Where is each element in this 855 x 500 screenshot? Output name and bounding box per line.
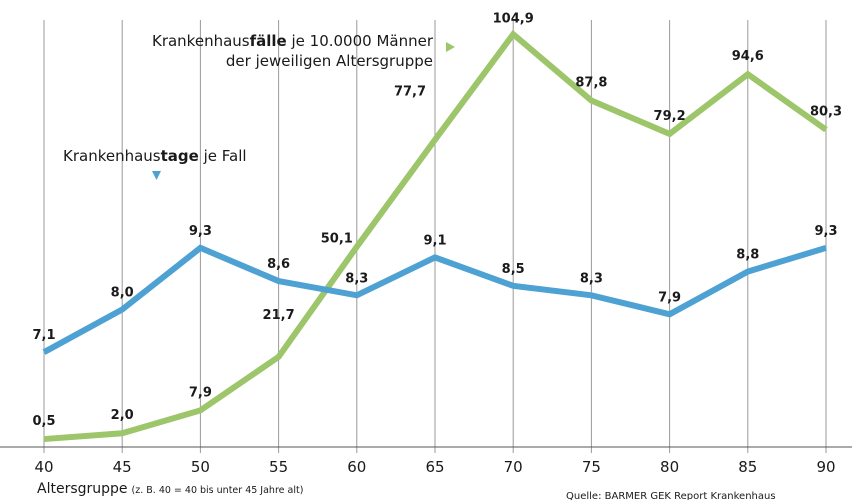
- data-label-faelle: 87,8: [575, 76, 607, 91]
- data-label-tage: 8,5: [502, 262, 525, 277]
- x-tick-label: 60: [347, 458, 366, 476]
- data-label-tage: 9,3: [814, 224, 837, 239]
- data-label-tage: 7,1: [32, 328, 55, 343]
- data-label-tage: 8,3: [345, 271, 368, 286]
- x-tick-label: 45: [113, 458, 132, 476]
- legend-tage-marker: [152, 171, 161, 180]
- data-label-tage: 9,3: [189, 224, 212, 239]
- data-label-faelle: 21,7: [263, 308, 295, 323]
- source-note: Quelle: BARMER GEK Report Krankenhaus: [566, 491, 776, 500]
- x-tick-label: 75: [582, 458, 601, 476]
- data-label-faelle: 50,1: [321, 232, 353, 247]
- legend-faelle-line1: Krankenhausfälle je 10.0000 Männer: [152, 32, 434, 50]
- x-tick-labels: 40 45 50 55 60 65 70 75 80 85 90: [34, 458, 835, 476]
- data-label-faelle: 94,6: [732, 49, 764, 64]
- x-tick-label: 50: [191, 458, 210, 476]
- legend-faelle-marker: [446, 42, 455, 52]
- data-label-faelle: 80,3: [810, 105, 842, 120]
- series-line-tage: [42, 244, 827, 355]
- data-labels: 0,5 2,0 7,9 21,7 50,1 77,7 104,9 87,8 79,2 94,6 80…: [32, 11, 842, 429]
- data-label-faelle: 77,7: [394, 85, 426, 100]
- data-label-tage: 8,3: [580, 271, 603, 286]
- data-label-tage: 7,9: [658, 290, 681, 305]
- data-label-faelle: 2,0: [111, 408, 134, 423]
- series-lines: [42, 29, 828, 443]
- x-tick-label: 80: [660, 458, 679, 476]
- data-label-tage: 9,1: [423, 233, 446, 248]
- data-label-tage: 8,0: [111, 286, 134, 301]
- x-tick-label: 40: [34, 458, 53, 476]
- data-label-tage: 8,6: [267, 257, 290, 272]
- data-label-faelle: 79,2: [654, 109, 686, 124]
- x-axis-title: Altersgruppe (z. B. 40 = 40 bis unter 45 …: [37, 481, 303, 497]
- x-tick-label: 65: [425, 458, 444, 476]
- legend-tage: Krankenhaustage je Fall: [63, 147, 247, 165]
- x-tick-label: 85: [738, 458, 757, 476]
- x-tick-label: 90: [816, 458, 835, 476]
- gridlines: [43, 20, 827, 453]
- data-label-faelle: 0,5: [32, 414, 55, 429]
- data-label-faelle: 7,9: [189, 385, 212, 400]
- x-tick-label: 55: [269, 458, 288, 476]
- data-label-faelle: 104,9: [493, 11, 534, 26]
- data-label-tage: 8,8: [736, 248, 759, 263]
- x-tick-label: 70: [504, 458, 523, 476]
- series-line-faelle: [43, 29, 828, 443]
- legend-faelle-line2: der jeweiligen Altersgruppe: [226, 52, 433, 70]
